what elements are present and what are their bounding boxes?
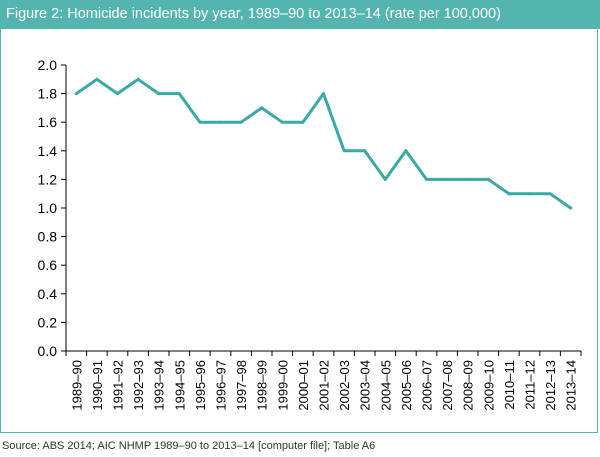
data-point [136, 77, 140, 81]
data-point [260, 106, 264, 110]
data-point [95, 77, 99, 81]
x-tick-label: 1992–93 [131, 360, 146, 411]
data-point [239, 120, 243, 124]
x-tick-label: 1998–99 [255, 360, 270, 411]
data-point [383, 177, 387, 181]
data-point [404, 149, 408, 153]
x-tick-label: 2000–01 [296, 360, 311, 411]
data-point [116, 92, 119, 96]
x-tick-label: 1997–98 [234, 360, 249, 411]
x-tick-label: 2005–06 [399, 360, 414, 411]
line-chart: 0.0 0.2 0.4 0.6 0.8 1.0 1.2 1.4 1.6 1.8 2.0 1989–90… [38, 57, 582, 411]
x-tick-label: 2003–04 [358, 360, 373, 411]
y-tick-label: 0.2 [38, 314, 58, 330]
x-tick-label: 2001–02 [317, 360, 332, 411]
x-tick-label: 1994–95 [172, 360, 187, 411]
x-tick-label: 2011–12 [523, 360, 538, 410]
y-tick-label: 0.4 [38, 286, 58, 302]
x-tick-label: 1989–90 [69, 360, 84, 411]
data-point [177, 92, 181, 96]
chart-panel [0, 29, 598, 433]
data-point [466, 177, 470, 181]
x-tick-label: 2006–07 [420, 360, 435, 411]
data-point [425, 177, 428, 181]
y-tick-label: 1.2 [38, 171, 58, 187]
data-point [342, 149, 346, 153]
x-tick-label: 1991–92 [111, 360, 126, 411]
data-point [74, 92, 78, 96]
y-tick-label: 1.8 [38, 86, 58, 102]
data-point [486, 177, 490, 181]
x-tick-label: 2009–10 [481, 360, 496, 411]
x-tick-label: 1995–96 [193, 360, 208, 411]
figure-header: Figure 2: Homicide incidents by year, 19… [0, 0, 600, 29]
source-note: Source: ABS 2014; AIC NHMP 1989–90 to 20… [2, 440, 376, 452]
y-tick-label: 0.6 [38, 257, 58, 273]
x-tick-label: 2002–03 [337, 360, 352, 411]
data-point [322, 92, 325, 96]
x-tick-label: 2007–08 [440, 360, 455, 411]
data-point [198, 120, 202, 124]
y-tick-label: 1.6 [38, 114, 58, 130]
x-tick-label: 2010–11 [502, 360, 517, 410]
x-tick-label: 2013–14 [564, 360, 579, 411]
data-point [280, 120, 284, 124]
data-point [507, 192, 511, 196]
data-point [301, 120, 305, 124]
data-point [157, 92, 161, 96]
figure-title: Figure 2: Homicide incidents by year, 19… [6, 6, 501, 22]
y-tick-label: 0.8 [38, 229, 58, 245]
y-tick-label: 0.0 [38, 343, 58, 359]
series-line [74, 77, 573, 210]
y-tick-label: 1.4 [38, 143, 58, 159]
y-tick-label: 1.0 [38, 200, 58, 216]
x-tick-label: 1993–94 [152, 360, 167, 411]
data-point [445, 177, 449, 181]
x-tick-label: 1999–00 [275, 360, 290, 411]
x-tick-label: 2004–05 [378, 360, 393, 411]
data-point [528, 192, 531, 196]
data-point [569, 206, 573, 210]
y-tick-label: 2.0 [38, 57, 58, 73]
x-tick-label: 2012–13 [543, 360, 558, 411]
data-point [363, 149, 367, 153]
x-tick-label: 2008–09 [461, 360, 476, 411]
x-tick-label: 1996–97 [214, 360, 229, 411]
x-tick-label: 1990–91 [90, 360, 105, 411]
data-point [548, 192, 552, 196]
data-point [219, 120, 222, 124]
